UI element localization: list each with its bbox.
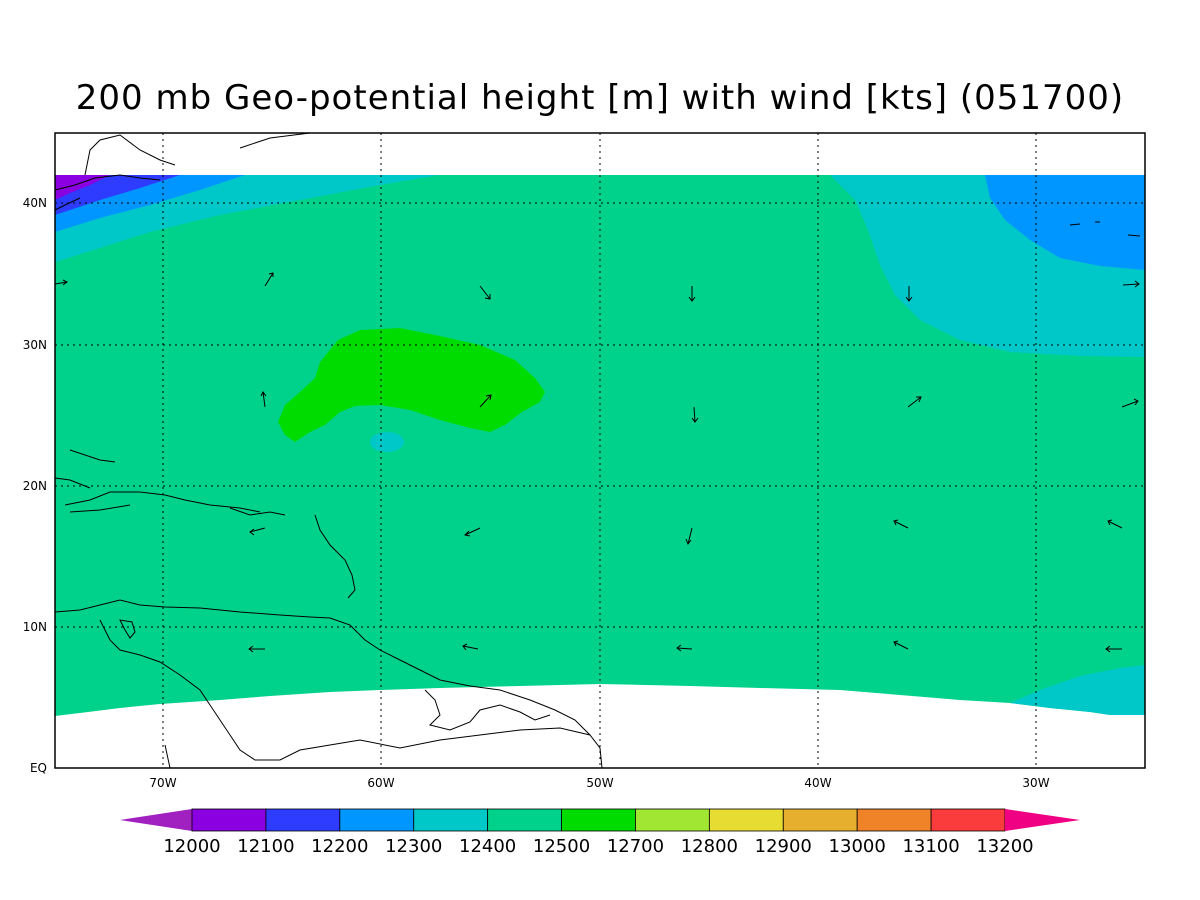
coast-lesser-antilles xyxy=(314,514,356,599)
field-12100-nw xyxy=(55,175,110,200)
lat-label: EQ xyxy=(30,761,47,775)
colorbar-label: 12200 xyxy=(311,836,368,857)
colorbar-label: 12900 xyxy=(755,836,812,857)
colorbar-swatch xyxy=(782,808,858,832)
wind-arrow xyxy=(893,519,909,529)
colorbar-label: 12000 xyxy=(163,836,220,857)
coastlines xyxy=(54,132,1141,769)
wind-arrow xyxy=(893,640,909,650)
field-12400-blob xyxy=(370,432,404,452)
wind-arrow xyxy=(249,527,266,536)
colorbar-label: 12100 xyxy=(237,836,294,857)
wind-arrow xyxy=(905,286,913,302)
coast-cuba xyxy=(54,449,116,489)
wind-arrow xyxy=(1105,645,1122,653)
colorbar-swatch xyxy=(487,808,562,832)
colorbar-label: 12400 xyxy=(459,836,516,857)
lat-label: 10N xyxy=(23,620,47,634)
colorbar-swatch xyxy=(413,808,489,832)
lat-axis: 40N 30N 20N 10N EQ xyxy=(23,196,47,775)
coast-south-america xyxy=(54,599,603,769)
field-12300-ne xyxy=(985,175,1145,270)
plot-frame xyxy=(54,132,1146,769)
lon-label: 70W xyxy=(149,776,176,790)
colorbar-label: 12800 xyxy=(681,836,738,857)
wind-arrow xyxy=(479,394,492,408)
lon-label: 40W xyxy=(804,776,831,790)
wind-arrow xyxy=(264,272,274,287)
coast-guiana xyxy=(424,689,551,731)
colorbar-label: 13100 xyxy=(902,836,959,857)
wind-arrow xyxy=(688,286,696,302)
wind-arrow xyxy=(479,285,491,300)
colorbar-left-arrow xyxy=(120,809,192,831)
colorbar-label: 12700 xyxy=(607,836,664,857)
lon-axis: 70W 60W 50W 40W 30W xyxy=(149,776,1049,790)
colorbar-label: 12300 xyxy=(385,836,442,857)
coast-north-america xyxy=(54,132,311,211)
colorbar-swatch xyxy=(561,808,636,832)
wind-arrow xyxy=(685,527,693,546)
wind-arrow xyxy=(260,391,267,408)
lat-label: 20N xyxy=(23,479,47,493)
colorbar-right-arrow xyxy=(1005,809,1080,831)
wind-arrow xyxy=(462,643,479,651)
coast-greater-antilles xyxy=(64,491,286,516)
colorbar-swatch xyxy=(339,808,415,832)
wind-arrow xyxy=(907,396,922,408)
field-12700-high xyxy=(278,328,545,442)
colorbar-swatch xyxy=(635,808,710,832)
colorbar-swatch xyxy=(265,808,341,832)
wind-arrow xyxy=(676,644,693,652)
colorbar-label: 12500 xyxy=(533,836,590,857)
field-12400-se xyxy=(1010,665,1145,715)
coast-azores xyxy=(1069,221,1141,237)
colorbar-label: 13200 xyxy=(976,836,1033,857)
wind-arrow xyxy=(1107,519,1123,529)
chart-title: 200 mb Geo-potential height [m] with win… xyxy=(75,78,1125,118)
wind-arrow xyxy=(691,406,699,423)
wind-vectors xyxy=(54,272,1140,653)
colorbar-label: 13000 xyxy=(829,836,886,857)
wind-arrow xyxy=(463,527,481,537)
colorbar-swatch xyxy=(930,808,1006,832)
lon-label: 50W xyxy=(586,776,613,790)
lon-label: 30W xyxy=(1022,776,1049,790)
lon-label: 60W xyxy=(367,776,394,790)
lat-label: 40N xyxy=(23,196,47,210)
wind-arrow xyxy=(1121,398,1139,408)
colorbar-swatch xyxy=(191,808,267,832)
wind-arrow xyxy=(54,279,68,286)
grid-lines xyxy=(55,133,1145,768)
coast-lake-maracaibo xyxy=(119,619,136,639)
wind-arrow xyxy=(248,645,265,653)
colorbar-swatch xyxy=(708,808,784,832)
colorbar: 12000 12100 12200 12300 12400 12500 12700 12800… xyxy=(120,808,1080,857)
lat-label: 30N xyxy=(23,338,47,352)
colorbar-swatch xyxy=(856,808,932,832)
wind-arrow xyxy=(1122,280,1140,288)
